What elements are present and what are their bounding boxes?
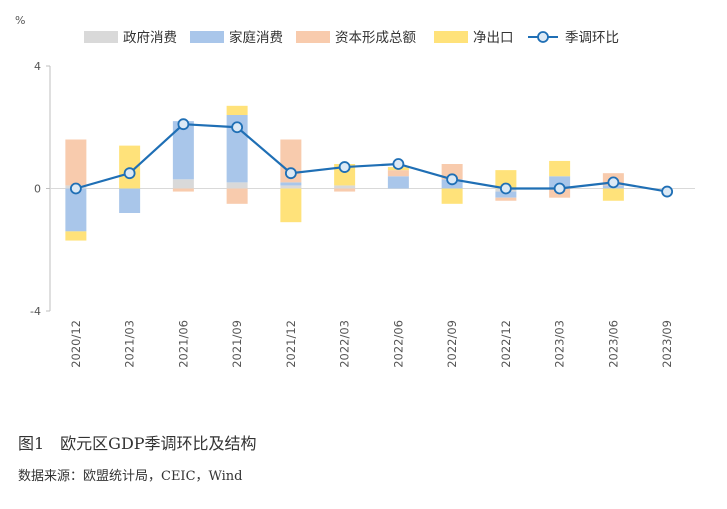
x-tick-label: 2021/09: [230, 320, 244, 368]
bar-segment-资本形成总额: [334, 188, 356, 192]
x-tick-label: 2023/03: [553, 320, 567, 368]
line-point-qoq: [231, 121, 244, 134]
gdp-stacked-bar-line-chart: 4 0 -4 2020/12 2021/03 2021/06 2021/09 2021/12 2…: [30, 29, 695, 368]
bar-segment-资本形成总额: [172, 188, 194, 192]
line-series-qoq: [75, 123, 668, 193]
x-tick-label: 2020/12: [69, 320, 83, 368]
bar-segment-净出口: [119, 145, 141, 189]
line-point-qoq: [69, 182, 82, 195]
bar-segment-净出口: [602, 188, 624, 201]
line-point-qoq: [284, 167, 297, 180]
bar-segment-家庭消费: [549, 176, 571, 189]
bar-segment-家庭消费: [65, 188, 87, 232]
y-tick-label: 0: [34, 183, 41, 196]
line-point-qoq: [123, 167, 136, 180]
line-point-qoq: [499, 182, 512, 195]
line-point-qoq: [446, 173, 459, 186]
line-point-qoq: [607, 176, 620, 189]
bar-segment-政府消费: [280, 185, 302, 189]
line-point-qoq: [177, 118, 190, 131]
bar-segment-政府消费: [226, 182, 248, 189]
legend-swatch-政府消费: [84, 31, 118, 43]
y-axis-unit: %: [15, 14, 26, 27]
legend-label: 净出口: [473, 30, 514, 46]
line-point-qoq: [338, 161, 351, 173]
x-tick-label: 2021/03: [123, 320, 137, 368]
x-tick-label: 2022/09: [445, 320, 459, 368]
bar-segment-净出口: [549, 160, 571, 177]
legend-marker: [537, 31, 549, 43]
data-source-note: 数据来源：欧盟统计局，CEIC，Wind: [18, 469, 243, 484]
bar-segment-净出口: [495, 170, 517, 189]
legend-label: 家庭消费: [229, 29, 283, 46]
y-tick-label: 4: [34, 60, 41, 73]
line-point-qoq: [392, 158, 405, 170]
bar-segment-政府消费: [172, 179, 194, 189]
legend-label: 资本形成总额: [335, 30, 416, 46]
x-tick-label: 2022/03: [338, 320, 352, 368]
figure-caption: 图1 欧元区GDP季调环比及结构: [18, 434, 257, 453]
bar-segment-家庭消费: [495, 191, 517, 198]
bar-segment-家庭消费: [280, 182, 302, 186]
bar-segment-资本形成总额: [226, 188, 248, 204]
x-tick-label: 2021/06: [176, 320, 190, 368]
bar-segment-净出口: [226, 105, 248, 115]
bar-segment-净出口: [441, 188, 463, 204]
bar-segment-资本形成总额: [387, 170, 409, 177]
bar-segment-净出口: [280, 188, 302, 223]
x-tick-label: 2021/12: [284, 320, 298, 368]
bar-segment-资本形成总额: [65, 139, 87, 186]
legend-label: 政府消费: [123, 30, 177, 46]
bar-segment-家庭消费: [387, 176, 409, 189]
bar-segment-政府消费: [334, 185, 356, 189]
bar-segment-资本形成总额: [441, 164, 463, 180]
legend-label: 季调环比: [565, 30, 619, 46]
legend-swatch-资本形成总额: [296, 31, 330, 43]
legend-swatch-净出口: [434, 31, 468, 43]
x-tick-label: 2022/12: [499, 320, 513, 368]
x-tick-label: 2022/06: [391, 320, 405, 368]
line-point-qoq: [661, 185, 674, 198]
bar-segment-家庭消费: [172, 121, 194, 180]
bar-segment-净出口: [65, 231, 87, 241]
bar-segment-家庭消费: [119, 188, 141, 213]
x-tick-label: 2023/06: [606, 320, 620, 368]
line-point-qoq: [553, 182, 566, 195]
x-tick-label: 2023/09: [660, 320, 674, 368]
bar-segment-资本形成总额: [495, 197, 517, 201]
y-tick-label: -4: [30, 305, 41, 318]
legend-swatch-家庭消费: [190, 31, 224, 43]
